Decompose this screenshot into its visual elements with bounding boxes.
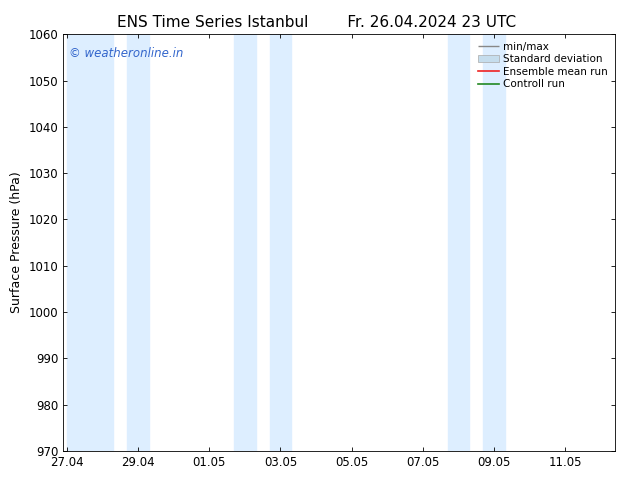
Bar bbox=[448, 34, 469, 451]
Bar bbox=[127, 34, 149, 451]
Text: © weatheronline.in: © weatheronline.in bbox=[69, 47, 183, 60]
Legend: min/max, Standard deviation, Ensemble mean run, Controll run: min/max, Standard deviation, Ensemble me… bbox=[476, 40, 610, 92]
Bar bbox=[270, 34, 291, 451]
Y-axis label: Surface Pressure (hPa): Surface Pressure (hPa) bbox=[10, 172, 23, 314]
Bar bbox=[67, 34, 113, 451]
Text: ENS Time Series Istanbul        Fr. 26.04.2024 23 UTC: ENS Time Series Istanbul Fr. 26.04.2024 … bbox=[117, 15, 517, 30]
Bar bbox=[234, 34, 256, 451]
Bar bbox=[483, 34, 505, 451]
